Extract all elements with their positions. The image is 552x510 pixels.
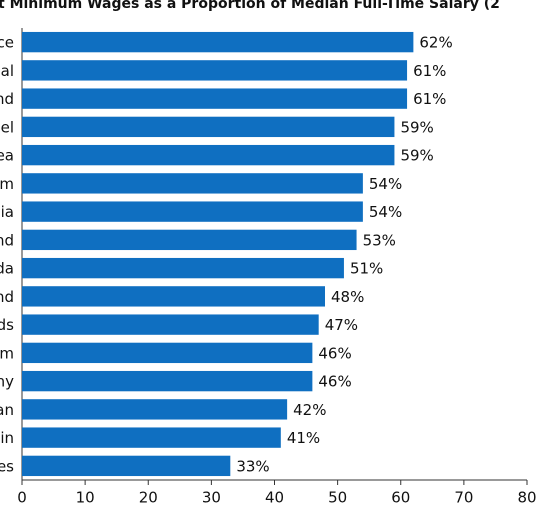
bar <box>22 427 281 448</box>
y-tick-label: al <box>1 62 14 80</box>
bar <box>22 88 408 109</box>
y-tick-label: el <box>1 118 14 136</box>
value-label: 33% <box>236 457 269 475</box>
bar <box>22 257 344 279</box>
bar <box>22 370 313 392</box>
y-tick-label: da <box>0 260 14 278</box>
x-tick-label: 30 <box>202 489 221 507</box>
value-label: 41% <box>287 429 320 447</box>
value-label: 59% <box>400 118 433 136</box>
y-tick-label: es <box>0 457 14 475</box>
bar <box>22 455 231 477</box>
x-tick-label: 50 <box>328 489 347 507</box>
y-tick-label: nd <box>0 231 14 249</box>
y-tick-label: m <box>0 175 14 193</box>
bar <box>22 201 363 222</box>
value-label: 47% <box>325 316 358 334</box>
y-tick-label: an <box>0 401 14 419</box>
chart-title: t Minimum Wages as a Proportion of Media… <box>0 0 500 12</box>
y-tick-label: ce <box>0 34 14 52</box>
value-label: 54% <box>369 203 402 221</box>
bar <box>22 342 313 364</box>
y-tick-label: nd <box>0 288 14 306</box>
y-tick-label: ia <box>1 203 14 221</box>
y-tick-label: ea <box>0 147 14 165</box>
value-label: 61% <box>413 62 446 80</box>
bar <box>22 144 395 166</box>
bar <box>22 173 363 194</box>
bar <box>22 31 414 53</box>
value-label: 51% <box>350 260 383 278</box>
y-tick-label: m <box>0 344 14 362</box>
bar <box>22 399 288 420</box>
x-tick-label: 60 <box>391 489 410 507</box>
x-tick-label: 0 <box>17 489 27 507</box>
y-tick-label: in <box>0 429 14 447</box>
value-label: 61% <box>413 90 446 108</box>
value-label: 53% <box>363 231 396 249</box>
x-tick-label: 70 <box>454 489 473 507</box>
y-tick-label: nd <box>0 90 14 108</box>
bar <box>22 116 395 138</box>
y-tick-label: ds <box>0 316 14 334</box>
bar <box>22 229 357 251</box>
x-tick-label: 40 <box>265 489 284 507</box>
value-label: 54% <box>369 175 402 193</box>
x-tick-label: 10 <box>76 489 95 507</box>
value-label: 46% <box>318 373 351 391</box>
bar <box>22 314 319 335</box>
bar <box>22 286 325 307</box>
value-label: 46% <box>318 344 351 362</box>
value-label: 42% <box>293 401 326 419</box>
bar <box>22 60 408 81</box>
value-label: 48% <box>331 288 364 306</box>
x-tick-label: 20 <box>139 489 158 507</box>
value-label: 59% <box>400 147 433 165</box>
x-tick-label: 80 <box>517 489 536 507</box>
value-label: 62% <box>419 34 452 52</box>
y-tick-label: ny <box>0 373 14 391</box>
